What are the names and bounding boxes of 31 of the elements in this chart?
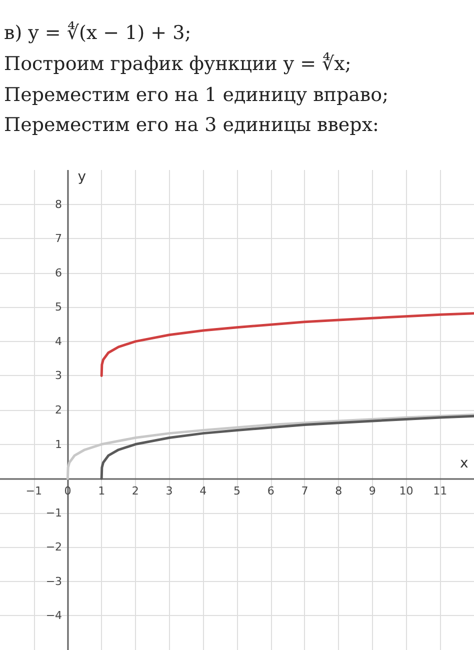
line-series [100, 312, 474, 377]
y-tick-label: 2 [55, 404, 62, 416]
x-tick-label: 10 [399, 484, 414, 498]
y-axis-title: y [78, 169, 86, 185]
x-tick-label: 6 [267, 484, 274, 498]
y-tick-label: 3 [55, 369, 62, 382]
x-axis-title: x [460, 456, 468, 472]
x-tick-label: 7 [301, 484, 308, 498]
x-tick-label: 5 [234, 484, 240, 498]
y-tick-label: −1 [46, 506, 62, 520]
y-tick-label: 1 [55, 438, 62, 451]
x-tick-label: 3 [166, 484, 173, 498]
text: Переместим его на 3 единицы вверх: [4, 114, 380, 138]
text: Переместим его на 1 единицу вправо; [4, 84, 390, 106]
y-tick-label: 7 [55, 232, 62, 246]
x-tick-label: 2 [132, 484, 139, 498]
x-tick-label: 9 [368, 484, 376, 498]
y-tick-label: −3 [46, 574, 62, 588]
x-tick-label: 1 [98, 484, 106, 498]
x-tick-label: 4 [200, 484, 207, 498]
y-tick-label: 8 [55, 198, 62, 211]
y-tick-label: −4 [46, 609, 62, 622]
x-tick-label: −1 [26, 484, 42, 498]
y-tick-label: 4 [55, 334, 62, 348]
y-tick-label: −2 [46, 540, 62, 554]
x-tick-label: 8 [335, 484, 342, 498]
chart-title: в) y = ∜(x − 1) + 3; [4, 22, 192, 45]
y-tick-label: 5 [55, 300, 62, 314]
x-tick-label: 11 [433, 484, 448, 498]
y-tick-label: 6 [55, 266, 62, 280]
text: Построим график функции y = ∜x; [4, 52, 352, 76]
